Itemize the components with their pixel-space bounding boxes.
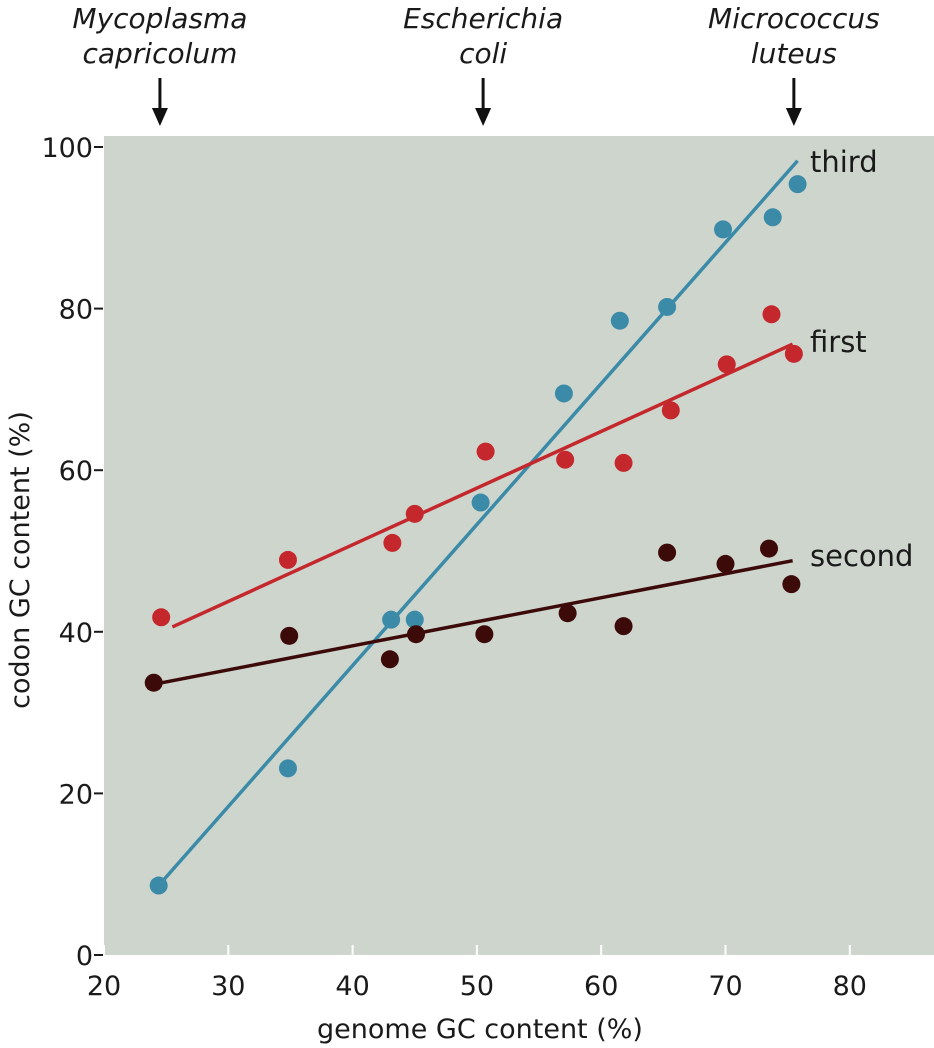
organism-name-line2: luteus (751, 37, 837, 70)
x-tick-label: 60 (584, 971, 618, 1002)
data-point-third (788, 175, 807, 194)
series-label-first: first (810, 325, 867, 359)
series-points (144, 175, 807, 895)
data-point-third (382, 610, 401, 629)
axes (94, 136, 934, 957)
organism-name-line2: coli (459, 37, 507, 70)
series-label-third: third (810, 145, 878, 179)
data-point-third (471, 493, 490, 512)
data-point-first (278, 550, 297, 569)
organism-name-line1: Micrococcus (708, 2, 880, 35)
data-point-third (658, 297, 677, 316)
x-tick-label: 40 (335, 971, 369, 1002)
organism-name-line2: capricolum (82, 37, 237, 70)
data-point-second (716, 554, 735, 573)
series-label-second: second (810, 539, 913, 573)
y-tick-label: 20 (59, 779, 93, 810)
data-point-second (406, 625, 425, 644)
data-point-third (554, 384, 573, 403)
x-tick-label: 20 (87, 971, 121, 1002)
y-axis-title: codon GC content (%) (5, 411, 36, 709)
fit-line-third (157, 159, 799, 887)
x-tick-label: 30 (211, 971, 245, 1002)
y-tick-label: 80 (59, 295, 93, 326)
data-point-first (661, 401, 680, 420)
down-arrow-icon (151, 108, 168, 126)
data-point-first (762, 305, 781, 324)
data-point-second (614, 617, 633, 636)
series-labels: third first second (810, 145, 913, 573)
data-point-second (280, 626, 299, 645)
data-point-second (380, 650, 399, 669)
organism-name-line1: Mycoplasma (72, 2, 247, 35)
data-point-first (405, 504, 424, 523)
data-point-first (152, 608, 171, 627)
plot-background (103, 136, 934, 956)
data-point-second (558, 604, 577, 623)
y-tick-label: 100 (41, 133, 93, 164)
y-tick-label: 0 (76, 941, 93, 972)
data-point-first (556, 450, 575, 469)
data-point-second (782, 575, 801, 594)
data-point-second (475, 625, 494, 644)
data-point-first (614, 453, 633, 472)
data-point-third (763, 208, 782, 227)
x-tick-label: 70 (708, 971, 742, 1002)
data-point-second (144, 673, 163, 692)
fit-line-first (171, 342, 794, 629)
data-point-third (714, 220, 733, 239)
data-point-third (149, 876, 168, 895)
data-point-first (476, 442, 495, 461)
data-point-second (760, 539, 779, 558)
x-tick-label: 50 (460, 971, 494, 1002)
organism-name-line1: Escherichia (403, 2, 563, 35)
data-point-first (784, 344, 803, 363)
data-point-third (610, 311, 629, 330)
data-point-first (383, 533, 402, 552)
y-tick-label: 60 (59, 456, 93, 487)
x-axis-title: genome GC content (%) (317, 1014, 643, 1045)
data-point-first (717, 355, 736, 374)
x-tick-label: 80 (833, 971, 867, 1002)
fit-line-second (153, 558, 793, 687)
data-point-second (658, 543, 677, 562)
down-arrow-icon (785, 108, 802, 126)
y-tick-label: 40 (59, 618, 93, 649)
data-point-third (405, 610, 424, 629)
down-arrow-icon (475, 108, 492, 126)
data-point-third (278, 759, 297, 778)
series-lines (153, 159, 799, 887)
